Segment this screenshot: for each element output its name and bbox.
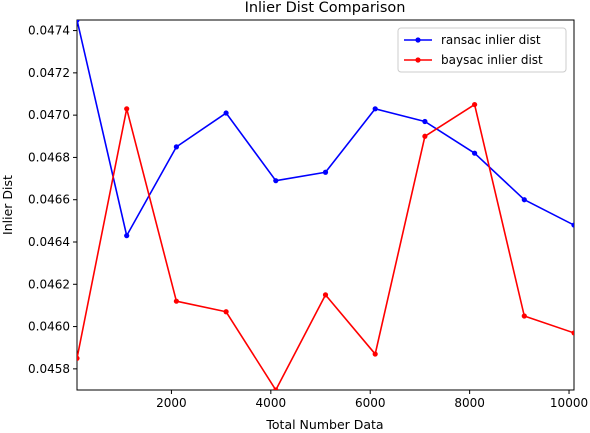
y-ticks: 0.0458 0.0460 0.0462 0.0464 0.0466 0.0468 0.04… [28,24,77,376]
x-ticks: 2000 4000 6000 8000 10000 [156,390,588,410]
data-point [223,309,229,315]
data-point [173,298,179,304]
series-layer [77,20,574,390]
data-point [77,20,80,23]
chart-title: Inlier Dist Comparison [245,0,406,16]
data-point [273,387,279,390]
x-tick-label: 4000 [256,396,287,410]
data-point [521,197,527,203]
data-point [173,144,179,150]
data-point [372,351,378,357]
data-point [322,292,329,298]
legend-label: ransac inlier dist [441,33,541,47]
data-point [322,169,329,175]
data-point [372,106,378,112]
data-point [422,118,428,125]
plot-area: 2000 4000 6000 8000 10000 0.0458 0.0460 0.0462… [28,19,588,410]
y-tick-label: 0.0466 [28,193,70,207]
data-point [77,355,80,361]
y-tick-label: 0.0460 [28,320,70,334]
data-point [223,110,229,116]
data-point [273,178,279,184]
data-point [521,313,527,319]
x-tick-label: 10000 [550,396,588,410]
y-axis-label: Inlier Dist [0,175,15,235]
legend-box [397,27,567,73]
data-point [571,222,574,228]
legend-marker [415,57,421,63]
x-axis-label: Total Number Data [265,417,383,432]
legend-marker [415,37,421,43]
y-tick-label: 0.0458 [28,362,70,376]
data-point [422,133,428,139]
data-point [124,106,130,112]
y-tick-label: 0.0468 [28,150,70,164]
data-point [124,233,130,239]
y-tick-label: 0.0464 [28,235,70,249]
legend-label: baysac inlier dist [441,53,543,67]
y-tick-label: 0.0462 [28,277,70,291]
data-point [472,150,478,156]
data-point [571,330,574,336]
y-tick-label: 0.0470 [28,108,70,122]
x-tick-label: 6000 [355,396,386,410]
x-tick-label: 2000 [156,396,187,410]
legend: ransac inlier dist baysac inlier dist [397,27,567,73]
x-tick-label: 8000 [454,396,485,410]
axes-frame [76,19,575,391]
y-tick-label: 0.0474 [28,24,70,38]
data-point [472,101,478,108]
y-tick-label: 0.0472 [28,66,70,80]
